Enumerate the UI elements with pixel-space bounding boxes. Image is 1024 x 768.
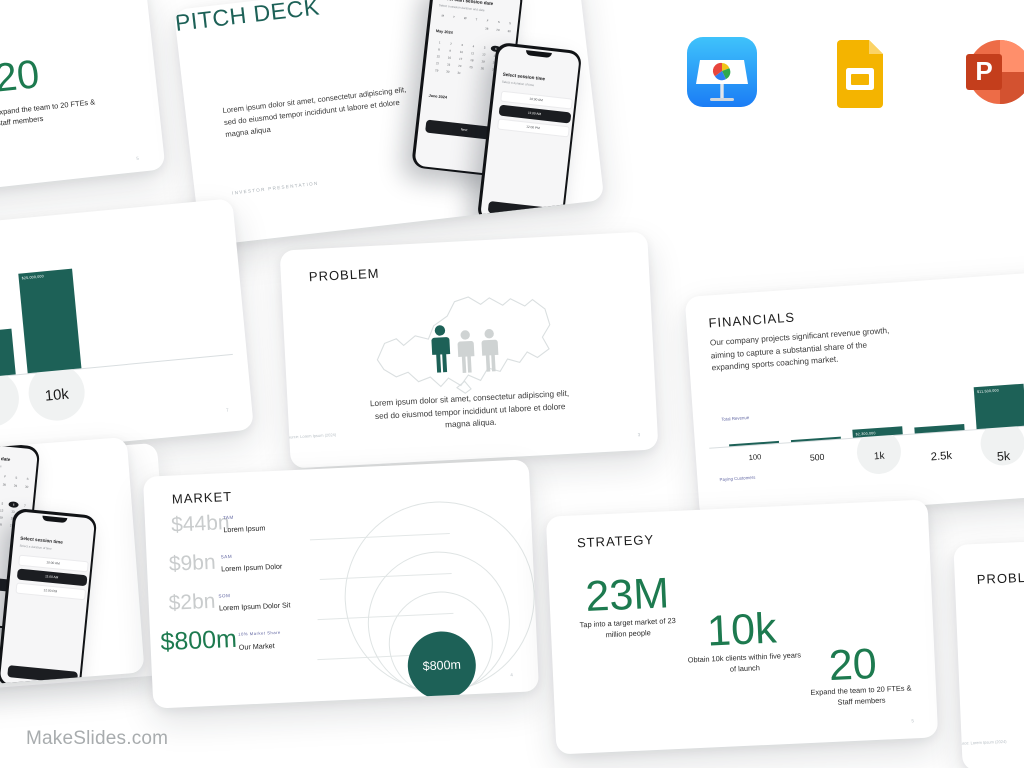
page-number: 5 (136, 155, 140, 162)
stat-caption-20: Expand the team to 20 FTEs & Staff membe… (810, 683, 912, 707)
stat-value-10k: 10k (706, 604, 778, 656)
page-number: 7 (225, 407, 229, 413)
export-format-icons: P (686, 36, 1024, 108)
phone-notch-3 (42, 515, 68, 523)
market-title: MARKET (171, 488, 233, 507)
chart-y-axis-label: Total Revenue (721, 414, 750, 422)
market-tag-sam: SAM (220, 553, 233, 560)
phone-time-sub: Select a duration of time (501, 79, 535, 87)
chart-category-label: 100 (748, 452, 762, 463)
time-confirm-button[interactable] (487, 200, 561, 221)
time2-slot-c-label: 12:00 PM (43, 588, 58, 594)
phone-mockup-time: Select session time Select a duration of… (476, 41, 583, 231)
chart-bar (0, 328, 16, 380)
market-core-label: $800m (422, 657, 462, 674)
problem-title: PROBLEM (308, 265, 380, 285)
market-amount-som: $2bn (168, 589, 216, 615)
slide-card-financials-partial[interactable]: Our company projects significant revenue… (0, 198, 254, 470)
person-icon-muted-1 (457, 330, 475, 373)
svg-text:P: P (975, 56, 992, 86)
map-outline-icon (376, 296, 551, 394)
market-amount-our: $800m (159, 624, 238, 657)
phone-notch-2 (525, 49, 552, 58)
page-number: 3 (637, 432, 641, 438)
market-amount-tam: $44bn (170, 511, 231, 537)
watermark: MakeSlides.com (26, 728, 169, 749)
time-slot-b-label: 11:00 AM (527, 110, 542, 117)
slide-card-pitch-deck[interactable]: PITCH DECK Lorem ipsum dolor sit amet, c… (173, 0, 605, 247)
problem-partial-title: PROBLEM (976, 569, 1024, 587)
time2-slot-b-label: 11:00 AM (44, 574, 59, 580)
strategy-title: STRATEGY (576, 531, 655, 551)
chart-category-label: 10k (44, 386, 70, 405)
problem-source: Source: Lorem Ipsum (2024) (285, 432, 337, 440)
time-slot-c-label: 12:00 PM (525, 124, 540, 131)
time2-slot-a-label: 10:00 AM (46, 560, 60, 566)
page-number: 4 (510, 672, 513, 678)
stat-value-20-partial: 20 (0, 52, 42, 101)
stat-value-23m: 23M (584, 569, 671, 622)
pitch-deck-footer: INVESTOR PRESENTATION (231, 180, 319, 196)
slide-card-app-mockups[interactable]: Select start session date Select a sessi… (0, 436, 145, 694)
bar-chart-financials-partial: $2,300,0001k$1,750,0002.5k$11,500,0005k$… (0, 198, 232, 430)
financials-body: Our company projects significant revenue… (709, 325, 890, 373)
chart-category-label: 5k (996, 449, 1011, 465)
chart-x-axis-label: Paying Customers (719, 474, 756, 483)
financials-title: FINANCIALS (708, 309, 796, 331)
market-tag-tam: TAM (222, 514, 234, 521)
stat-caption-23m: Tap into a target market of 23 million p… (579, 616, 676, 640)
market-label-som: Lorem Ipsum Dolor Sit (218, 600, 291, 613)
slide-card-market[interactable]: MARKET $800m $44bn TAM Lorem Ipsum $9bn … (142, 459, 540, 709)
chart-category-label: 1k (873, 450, 885, 463)
time-slot-a-label: 10:00 AM (529, 96, 544, 103)
phone-mockup-time-2: Select session time Select a duration of… (0, 507, 98, 694)
market-label-sam: Lorem Ipsum Dolor (220, 561, 283, 574)
stat-caption-10k: Obtain 10k clients within five years of … (687, 650, 802, 674)
person-icon-highlighted (431, 325, 451, 373)
market-label-our: Our Market (238, 641, 275, 652)
keynote-icon[interactable] (686, 36, 758, 108)
pitch-deck-body: Lorem ipsum dolor sit amet, consectetur … (222, 84, 407, 139)
chart-category-label: 500 (809, 451, 825, 463)
calendar-month-label: May 2024 (435, 28, 453, 35)
person-icon-muted-2 (481, 329, 499, 372)
page-number: 5 (911, 718, 915, 724)
problem-partial-source: Source: Lorem Ipsum (2024) (955, 738, 1007, 746)
phone2-time-sub: Select a duration of time (19, 543, 53, 551)
market-tag-som: SOM (218, 593, 231, 599)
slide-card-financials[interactable]: FINANCIALS Our company projects signific… (684, 269, 1024, 521)
calendar-month-label-2: June 2024 (428, 93, 448, 100)
market-amount-sam: $9bn (168, 550, 217, 576)
chart-bar (18, 268, 82, 374)
market-label-tam: Lorem Ipsum (223, 523, 266, 535)
slide-card-problem-partial[interactable]: PROBLEM Source: Lorem Ipsum (2024) (953, 535, 1024, 768)
phone2-calendar-heading: Select start session date (0, 451, 11, 462)
bar-chart-financials: 100500$2,300,0001k2.5k$11,500,0005k$25,0… (685, 269, 1024, 476)
google-slides-icon[interactable] (824, 36, 896, 108)
slide-card-strategy-partial[interactable]: 10k Obtain 10k clients within five years… (0, 0, 166, 198)
stat-caption-20-partial: Expand the team to 20 FTEs & Staff membe… (0, 97, 96, 129)
market-tag-our: 10% Market Share (238, 629, 281, 637)
slide-card-problem[interactable]: PROBLEM Lorem ipsum dolor sit amet, cons… (279, 231, 659, 469)
chart-category-label: 2.5k (930, 449, 953, 464)
slide-card-strategy[interactable]: STRATEGY 23M Tap into a target market of… (545, 499, 939, 755)
powerpoint-icon[interactable]: P (962, 36, 1024, 108)
